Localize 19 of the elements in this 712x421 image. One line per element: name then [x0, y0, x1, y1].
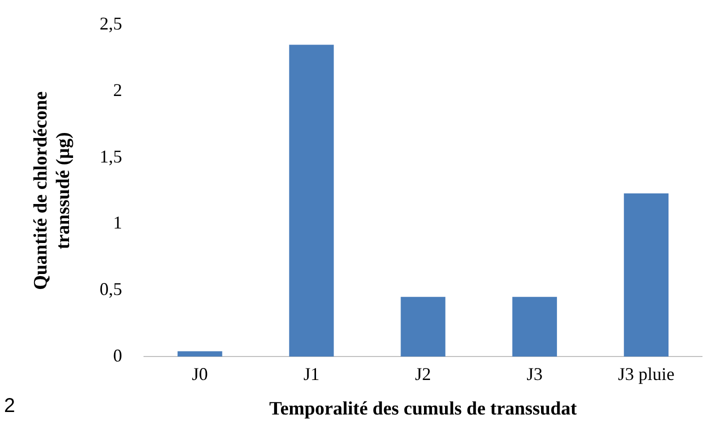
x-tick-label: J3 pluie: [618, 364, 674, 384]
bar: [400, 296, 446, 357]
y-tick-label: 0,5: [100, 278, 122, 299]
x-tick-label: J2: [415, 364, 432, 384]
bar: [624, 193, 669, 357]
text: 2: [4, 395, 16, 417]
bar: [178, 351, 222, 357]
y-tick-label: 0: [113, 345, 122, 366]
x-tick-label: J0: [192, 364, 208, 384]
bar: [512, 296, 557, 357]
y-tick-label: 1,5: [100, 146, 122, 166]
y-tick-label: 2,5: [100, 14, 122, 34]
x-axis-title: Temporalité des cumuls de transsudat: [269, 398, 578, 420]
x-tick-label: J1: [303, 364, 320, 384]
y-tick-label: 1: [113, 212, 122, 233]
bar: [289, 44, 334, 357]
x-tick-label: J3: [526, 364, 543, 384]
y-tick-label: 2: [113, 80, 122, 100]
y-axis-title: Quantité de chlordécone transsudé (µg): [30, 91, 74, 290]
